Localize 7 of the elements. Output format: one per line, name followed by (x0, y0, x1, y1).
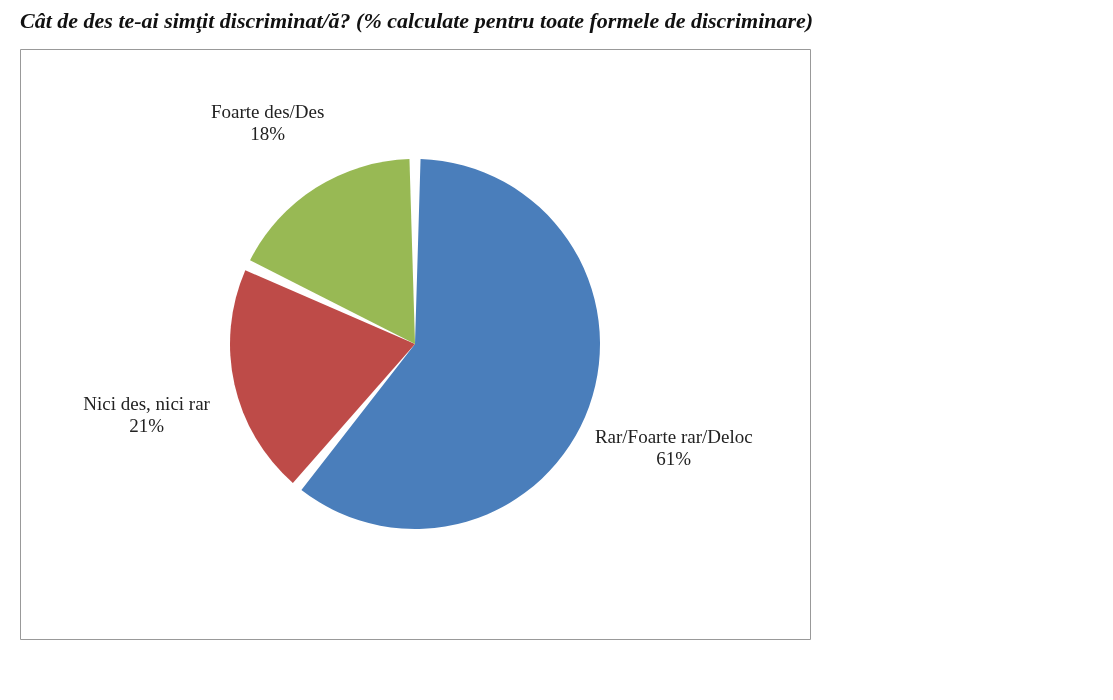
slice-label: Nici des, nici rar (83, 392, 211, 414)
data-label: 18% (250, 122, 286, 144)
slice-label: Rar/Foarte rar/Deloc (594, 426, 753, 448)
data-label: 61% (656, 448, 692, 470)
chart-title: Cât de des te-ai simţit discriminat/ă? (% calculate pentru toate formele de discriminare) (20, 8, 814, 33)
data-label: 21% (129, 414, 165, 436)
slice-label: Foarte des/Des (210, 100, 325, 122)
